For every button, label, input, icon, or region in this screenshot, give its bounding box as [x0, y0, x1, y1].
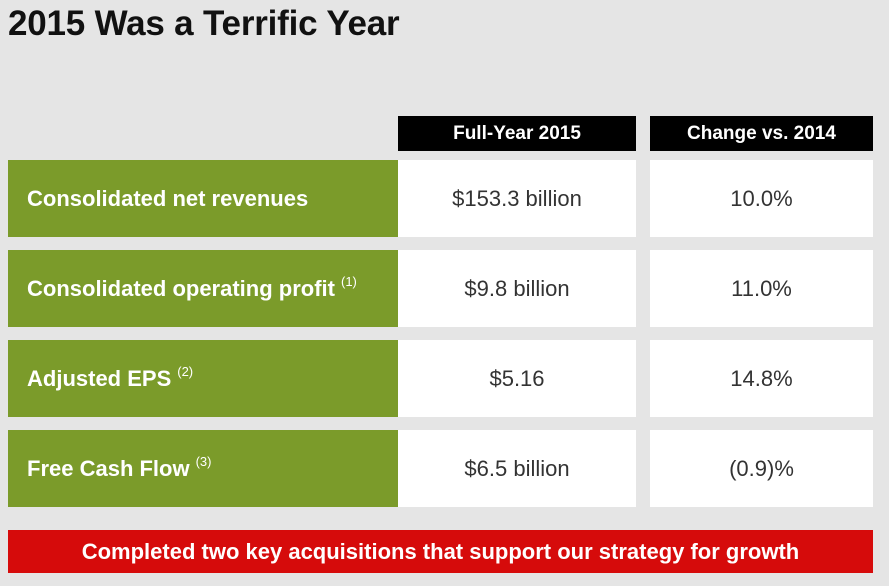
row-label-text: Free Cash Flow — [27, 455, 190, 481]
row-label-text: Consolidated operating profit — [27, 275, 335, 301]
column-header-full-year: Full-Year 2015 — [398, 116, 636, 151]
page-title: 2015 Was a Terrific Year — [8, 4, 400, 43]
net-revenues-full-year-value: $153.3 billion — [398, 160, 636, 237]
row-label-free-cash-flow: Free Cash Flow (3) — [8, 430, 398, 507]
operating-profit-full-year-value: $9.8 billion — [398, 250, 636, 327]
acquisitions-banner: Completed two key acquisitions that supp… — [8, 530, 873, 573]
row-label-operating-profit: Consolidated operating profit (1) — [8, 250, 398, 327]
free-cash-flow-full-year-value: $6.5 billion — [398, 430, 636, 507]
row-label-text: Consolidated net revenues — [27, 185, 309, 211]
adjusted-eps-full-year-value: $5.16 — [398, 340, 636, 417]
row-label-adjusted-eps: Adjusted EPS (2) — [8, 340, 398, 417]
adjusted-eps-change-value: 14.8% — [650, 340, 873, 417]
footnote-marker: (1) — [341, 274, 357, 289]
footnote-marker: (2) — [177, 364, 194, 379]
footnote-marker: (3) — [195, 454, 212, 469]
net-revenues-change-value: 10.0% — [650, 160, 873, 237]
operating-profit-change-value: 11.0% — [650, 250, 873, 327]
free-cash-flow-change-value: (0.9)% — [650, 430, 873, 507]
row-label-net-revenues: Consolidated net revenues — [8, 160, 398, 237]
column-header-change: Change vs. 2014 — [650, 116, 873, 151]
row-label-text: Adjusted EPS — [27, 365, 172, 391]
